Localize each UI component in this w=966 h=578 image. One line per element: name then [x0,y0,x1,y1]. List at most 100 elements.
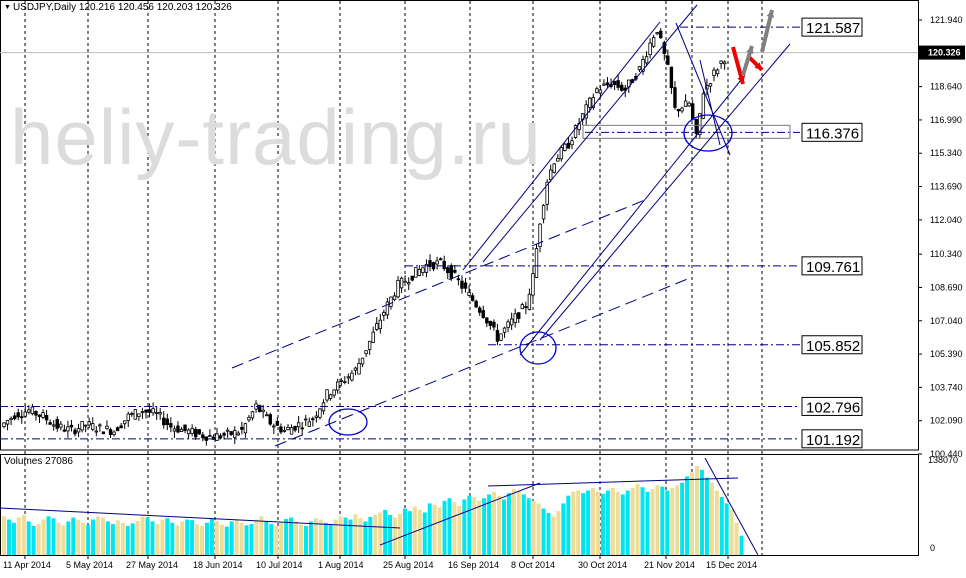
trend-line [519,74,746,356]
candle-body [612,80,617,85]
candle-body [52,424,56,427]
x-tick-label: 25 Aug 2014 [383,560,434,570]
volume-bar [180,521,185,555]
watermark-text: heliy-trading.ru [10,93,542,181]
candle-body [666,55,670,65]
candle-body [556,157,560,162]
candle-body [715,69,720,75]
candle-body [534,248,539,278]
volume-bar [21,515,26,555]
candle-body [527,293,532,310]
candle-body [343,381,347,384]
x-tick-label: 5 May 2014 [66,560,113,570]
level-label-box [801,17,863,37]
candle-body [414,267,418,278]
level-label: 105.852 [806,338,860,355]
candle-body [467,292,471,296]
volume-bar [308,521,313,555]
volume-bar [373,515,378,555]
volume-bar [200,525,204,555]
candle-body [222,432,226,436]
candle-body [105,425,109,430]
candle-body [190,428,194,434]
y-tick-label: 116.990 [930,115,962,125]
volume-bar [487,494,492,555]
volume-bar [556,511,561,555]
candle-body [683,100,688,107]
volume-bar [586,490,591,555]
volume-bar [437,507,442,555]
candle-body [162,417,166,426]
candle-body [193,428,198,438]
candle-body [502,327,507,333]
candle-body [179,428,184,432]
volume-bar [675,485,680,555]
volume-bar [204,522,209,555]
volume-bar [343,517,348,555]
volume-bar [81,522,86,555]
candle-body [591,97,595,108]
candle-body [499,333,503,341]
candle-body [655,32,659,35]
level-label-box [801,335,863,355]
volume-bar [610,487,615,555]
volume-bar [685,476,690,555]
candle-body [208,435,212,437]
volume-bar [318,519,323,555]
level-label-box [801,429,863,449]
volume-bar [526,498,531,555]
volume-bar [497,495,501,555]
candle-body [9,417,13,420]
volume-trend-line [487,477,739,487]
level-label: 101.192 [806,432,860,449]
candle-body [130,413,134,415]
y-tick-label: 113.690 [930,182,962,192]
volume-bar [56,522,61,555]
y-tick-label: 102.090 [930,416,963,426]
volume-trend-line [0,507,401,529]
up-arrow-head [746,46,754,54]
volume-bar [699,469,704,555]
candle-body [385,301,390,316]
level-label: 116.376 [806,125,859,142]
candle-body [378,319,382,330]
candle-body [240,426,244,430]
candle-body [375,323,379,330]
candle-body [94,430,98,433]
up-arrow [760,9,774,53]
volume-bar [145,517,150,555]
candle-body [44,415,49,421]
volume-bar [630,487,635,555]
candle-body [335,381,340,391]
candle-body [495,329,500,342]
volume-bar [175,525,180,555]
volume-bar [101,517,105,555]
candle-body [311,418,315,421]
level-label: 109.761 [806,259,860,276]
candle-body [76,428,81,433]
candle-body [651,37,656,47]
volume-bar [368,516,373,555]
candle-body [346,376,351,379]
y-tick-label: 103.740 [930,382,963,392]
candle-body [691,103,695,120]
candle-body [680,107,684,112]
candle-body [531,273,535,296]
volume-bar [229,521,234,555]
candle-body [83,424,88,427]
current-price-box [919,45,965,60]
candle-body [669,66,674,89]
candle-body [147,409,152,413]
volume-bar [452,502,457,555]
volume-bar [482,498,487,555]
volume-bar [120,522,125,555]
volume-bar [660,486,665,555]
candle-body [62,429,67,432]
candle-body [687,102,691,107]
candle-body [417,269,422,276]
candle-body [360,357,365,365]
level-label-box [801,396,863,416]
candle-body [442,260,446,270]
candle-body [474,300,478,308]
annotation-layer: 121.587 116.376 109.761 105.852 102.796 101.1… [0,4,863,449]
